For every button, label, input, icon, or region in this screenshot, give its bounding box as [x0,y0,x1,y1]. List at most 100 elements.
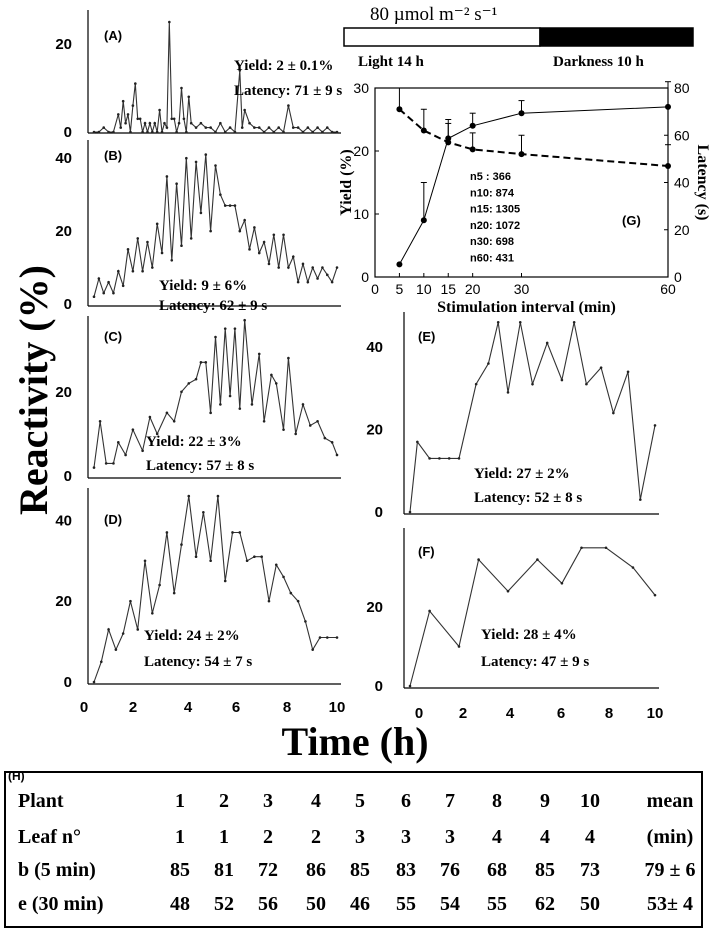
data-point [151,130,154,134]
x-ticks-right: 0 2 4 6 8 10 [415,705,664,722]
data-point [165,175,169,178]
data-point [311,648,315,651]
data-point [141,449,144,453]
data-point [204,126,208,129]
x-ticks-left: 0 2 4 6 8 10 [80,699,346,716]
light-bar [343,27,541,47]
irradiance-label: 80 µmol m⁻² s⁻¹ [370,4,498,25]
data-point [92,680,96,684]
data-point [136,237,140,240]
data-point [457,457,461,460]
data-point [141,130,144,134]
latency-annotation: Latency: 57 ± 8 s [146,458,254,474]
data-point [129,130,132,134]
y-tick-label: 20 [55,36,72,53]
table-row-header: Leaf n° [18,826,81,848]
table-cell: 4 [492,826,502,848]
y-tick-label: 40 [55,512,72,529]
table-cell: 4 [585,826,595,848]
data-point [143,559,147,563]
yield-annotation: Yield: 9 ± 6% [159,278,247,294]
table-cell: 50 [306,893,326,915]
panel-b: 0 20 40 (B) Yield: 9 ± 6% Latency: 62 ± 9 s [55,140,341,314]
data-point [187,382,191,385]
series-line-latency [398,108,669,167]
table-cell: (min) [647,826,694,848]
data-point [168,20,171,24]
series-line-yield [398,106,669,265]
table-cell: 2 [219,790,229,812]
data-point [262,240,266,244]
data-point [199,211,203,215]
table-cell: 85 [535,859,555,881]
data-point [477,558,480,561]
data-point [214,130,217,134]
data-point [202,510,205,514]
data-point [311,266,315,269]
data-point [438,457,441,460]
table-cell: 1 [219,826,229,848]
data-point [172,419,176,423]
data-point-yield [420,217,427,224]
data-point [267,599,271,603]
data-point [253,126,256,129]
panel-label: (D) [104,512,122,527]
data-point [148,121,152,125]
data-point [233,327,237,330]
data-point [165,126,169,129]
data-point [155,222,159,226]
y-tick-label: 0 [375,504,383,521]
table-cell: 86 [306,859,326,881]
data-point [148,415,152,419]
data-point [187,95,191,99]
data-point [308,424,312,427]
g-y2-axis-label: Latency (s) [694,145,709,221]
y-tick-label: 20 [55,384,72,401]
data-point [199,361,203,364]
table-cell: 7 [445,790,455,812]
data-point [233,204,237,207]
table-cell: 55 [487,893,507,915]
data-point [238,69,242,72]
x-tick-label: 0 [415,705,423,722]
data-point [180,543,183,546]
data-point [316,277,319,280]
data-point [175,182,178,186]
data-point [560,582,564,585]
series-line [93,154,338,297]
data-point-yield [469,122,476,129]
data-point [151,611,154,615]
table-cell: 5 [355,790,365,812]
x-tick-label: 15 [440,281,456,297]
data-point [102,291,106,295]
data-point [194,126,198,129]
y-tick-label: 20 [55,223,72,240]
table-cell: 3 [445,826,455,848]
panel-label: (G) [622,213,641,228]
data-point [180,390,183,394]
n-count: n10: 874 [470,187,515,199]
data-point-latency [665,162,671,169]
data-point [155,432,159,436]
data-point [121,99,125,103]
g-y-axis-label: Yield (%) [338,149,355,216]
data-point [330,280,334,284]
y-tick-label: 0 [64,468,72,485]
panel-f: 0 20 (F) Yield: 28 ± 4% Latency: 47 ± 9 s [366,528,659,695]
y2-tick-label: 0 [674,269,682,285]
data-point [194,377,198,381]
data-point-yield [396,261,403,268]
panel-label: (A) [104,28,122,43]
data-point [117,269,120,273]
table-row-header: e (30 min) [18,893,104,915]
y2-tick-label: 20 [674,222,690,238]
data-point [170,258,174,262]
data-point [267,126,271,129]
data-point [318,636,322,639]
data-point [124,121,127,125]
data-point [330,441,334,444]
data-point [209,411,212,415]
data-point [416,440,419,444]
data-point [282,233,285,237]
data-point [506,391,510,394]
